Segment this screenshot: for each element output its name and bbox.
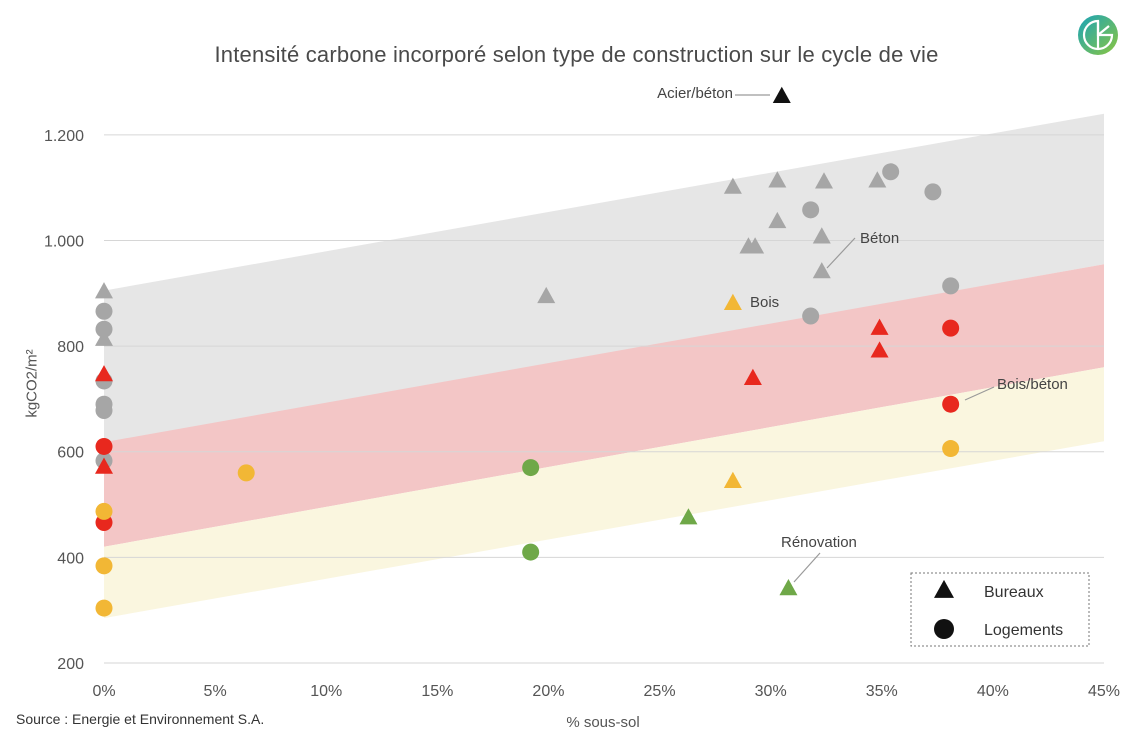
callout-layer: Acier/béton Béton Bois Bois/béton Rénovation [657, 85, 1068, 583]
x-tick-label: 45% [1088, 683, 1120, 700]
point-triangle-bois-b-ton [95, 457, 113, 474]
x-tick-label: 20% [532, 683, 564, 700]
grid-layer [104, 134, 1104, 664]
callout-line [793, 552, 821, 583]
axis-layer: 200 400 600 800 1.000 1.200 0% 5% 10% 15% 20% 25% 30… [44, 128, 1120, 700]
bands-layer [104, 113, 1104, 619]
point-circle-bois [237, 464, 255, 482]
legend-circle-icon [934, 619, 954, 639]
x-tick-label: 10% [310, 683, 342, 700]
callout-line [826, 237, 856, 269]
point-triangle-r-novation [779, 579, 798, 596]
source-note: Source : Energie et Environnement S.A. [16, 711, 265, 727]
point-triangle-b-ton [815, 172, 833, 189]
point-circle-b-ton [95, 302, 113, 320]
point-triangle-acier-b-ton [772, 86, 791, 103]
point-circle-bois-b-ton [942, 395, 960, 413]
point-circle-bois [95, 599, 113, 617]
y-tick-label: 800 [57, 339, 84, 356]
point-triangle-bois-b-ton [870, 341, 889, 358]
point-circle-b-ton [802, 307, 820, 325]
callout-label: Bois/béton [997, 376, 1068, 393]
points-layer [95, 86, 960, 617]
callout-label: Bois [750, 294, 779, 311]
point-triangle-b-ton [746, 237, 765, 254]
point-triangle-b-ton [768, 171, 787, 188]
chart-title: Intensité carbone incorporé selon type d… [214, 42, 939, 67]
band-b-ton [104, 113, 1104, 444]
point-triangle-b-ton [95, 329, 113, 346]
callout-label: Acier/béton [657, 85, 733, 102]
y-tick-label: 200 [57, 656, 84, 673]
legend: Bureaux Logements [910, 572, 1090, 647]
point-triangle-b-ton [812, 262, 831, 279]
point-triangle-b-ton [868, 171, 887, 188]
legend-triangle-icon [934, 579, 954, 598]
x-tick-label: 15% [421, 683, 453, 700]
y-tick-label: 1.000 [44, 233, 84, 250]
legend-label: Logements [984, 622, 1063, 639]
point-triangle-b-ton [812, 227, 831, 244]
point-circle-bois [942, 440, 960, 458]
callout-label: Rénovation [781, 534, 857, 551]
band-bois [104, 367, 1104, 619]
band-bois-b-ton [104, 264, 1104, 547]
x-axis-label: % sous-sol [566, 714, 640, 731]
point-circle-r-novation [522, 543, 540, 561]
point-triangle-bois-b-ton [743, 368, 762, 385]
point-circle-b-ton [95, 320, 113, 338]
y-tick-label: 1.200 [44, 128, 84, 145]
point-triangle-bois-b-ton [870, 318, 889, 335]
y-tick-label: 400 [57, 550, 84, 567]
point-circle-bois [95, 502, 113, 520]
point-circle-r-novation [522, 459, 540, 477]
point-circle-bois-b-ton [942, 319, 960, 337]
x-tick-label: 35% [866, 683, 898, 700]
x-tick-label: 40% [977, 683, 1009, 700]
point-triangle-b-ton [95, 282, 113, 299]
callout-line [964, 386, 995, 401]
point-circle-b-ton [802, 201, 820, 219]
point-triangle-bois-b-ton [95, 365, 113, 382]
point-circle-b-ton [882, 163, 900, 181]
x-tick-label: 25% [644, 683, 676, 700]
x-tick-label: 0% [92, 683, 115, 700]
point-triangle-bois [723, 293, 742, 310]
point-triangle-b-ton [537, 286, 556, 304]
y-tick-label: 600 [57, 445, 84, 462]
callout-label: Béton [860, 230, 899, 247]
point-circle-b-ton [924, 183, 942, 201]
legend-label: Bureaux [984, 584, 1044, 601]
brand-logo-icon [1078, 15, 1118, 55]
x-tick-label: 30% [755, 683, 787, 700]
point-triangle-bois [723, 471, 742, 488]
point-triangle-r-novation [679, 508, 698, 525]
point-circle-bois [95, 557, 113, 575]
point-circle-b-ton [942, 277, 960, 295]
point-triangle-b-ton [768, 211, 787, 229]
point-circle-bois-b-ton [95, 437, 113, 455]
point-circle-b-ton [95, 402, 113, 420]
point-triangle-b-ton [723, 177, 742, 194]
x-tick-label: 5% [204, 683, 227, 700]
